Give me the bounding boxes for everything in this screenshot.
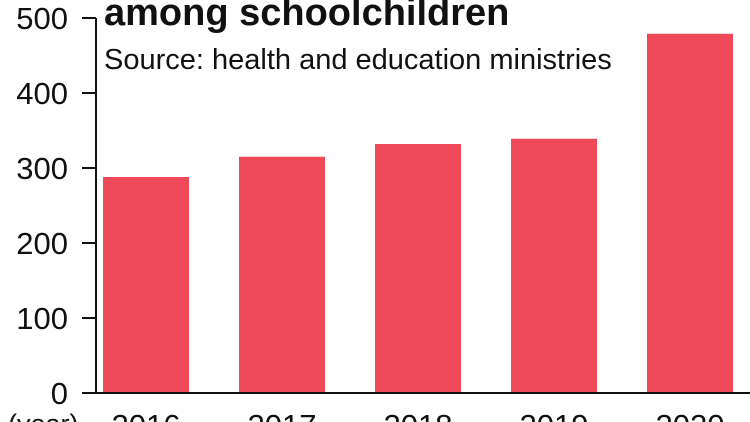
bar: [511, 138, 597, 393]
y-tick-label: 400: [16, 76, 68, 111]
x-tick-label: 2017: [248, 408, 317, 422]
bar: [103, 177, 189, 393]
y-tick-label: 200: [16, 226, 68, 261]
x-tick-label: 2019: [520, 408, 589, 422]
chart-source: Source: health and education ministries: [104, 44, 612, 76]
bar: [239, 156, 325, 393]
y-tick-label: 100: [16, 301, 68, 336]
x-tick-label: 2018: [384, 408, 453, 422]
bar: [647, 33, 733, 393]
y-tick-label: 300: [16, 151, 68, 186]
x-axis-label: (year): [8, 409, 79, 422]
chart-title: among schoolchildren: [104, 0, 510, 34]
x-tick-label: 2016: [112, 408, 181, 422]
x-tick-label: 2020: [656, 408, 725, 422]
y-tick-label: 500: [16, 1, 68, 36]
y-tick-label: 0: [51, 376, 68, 411]
bar: [375, 144, 461, 393]
